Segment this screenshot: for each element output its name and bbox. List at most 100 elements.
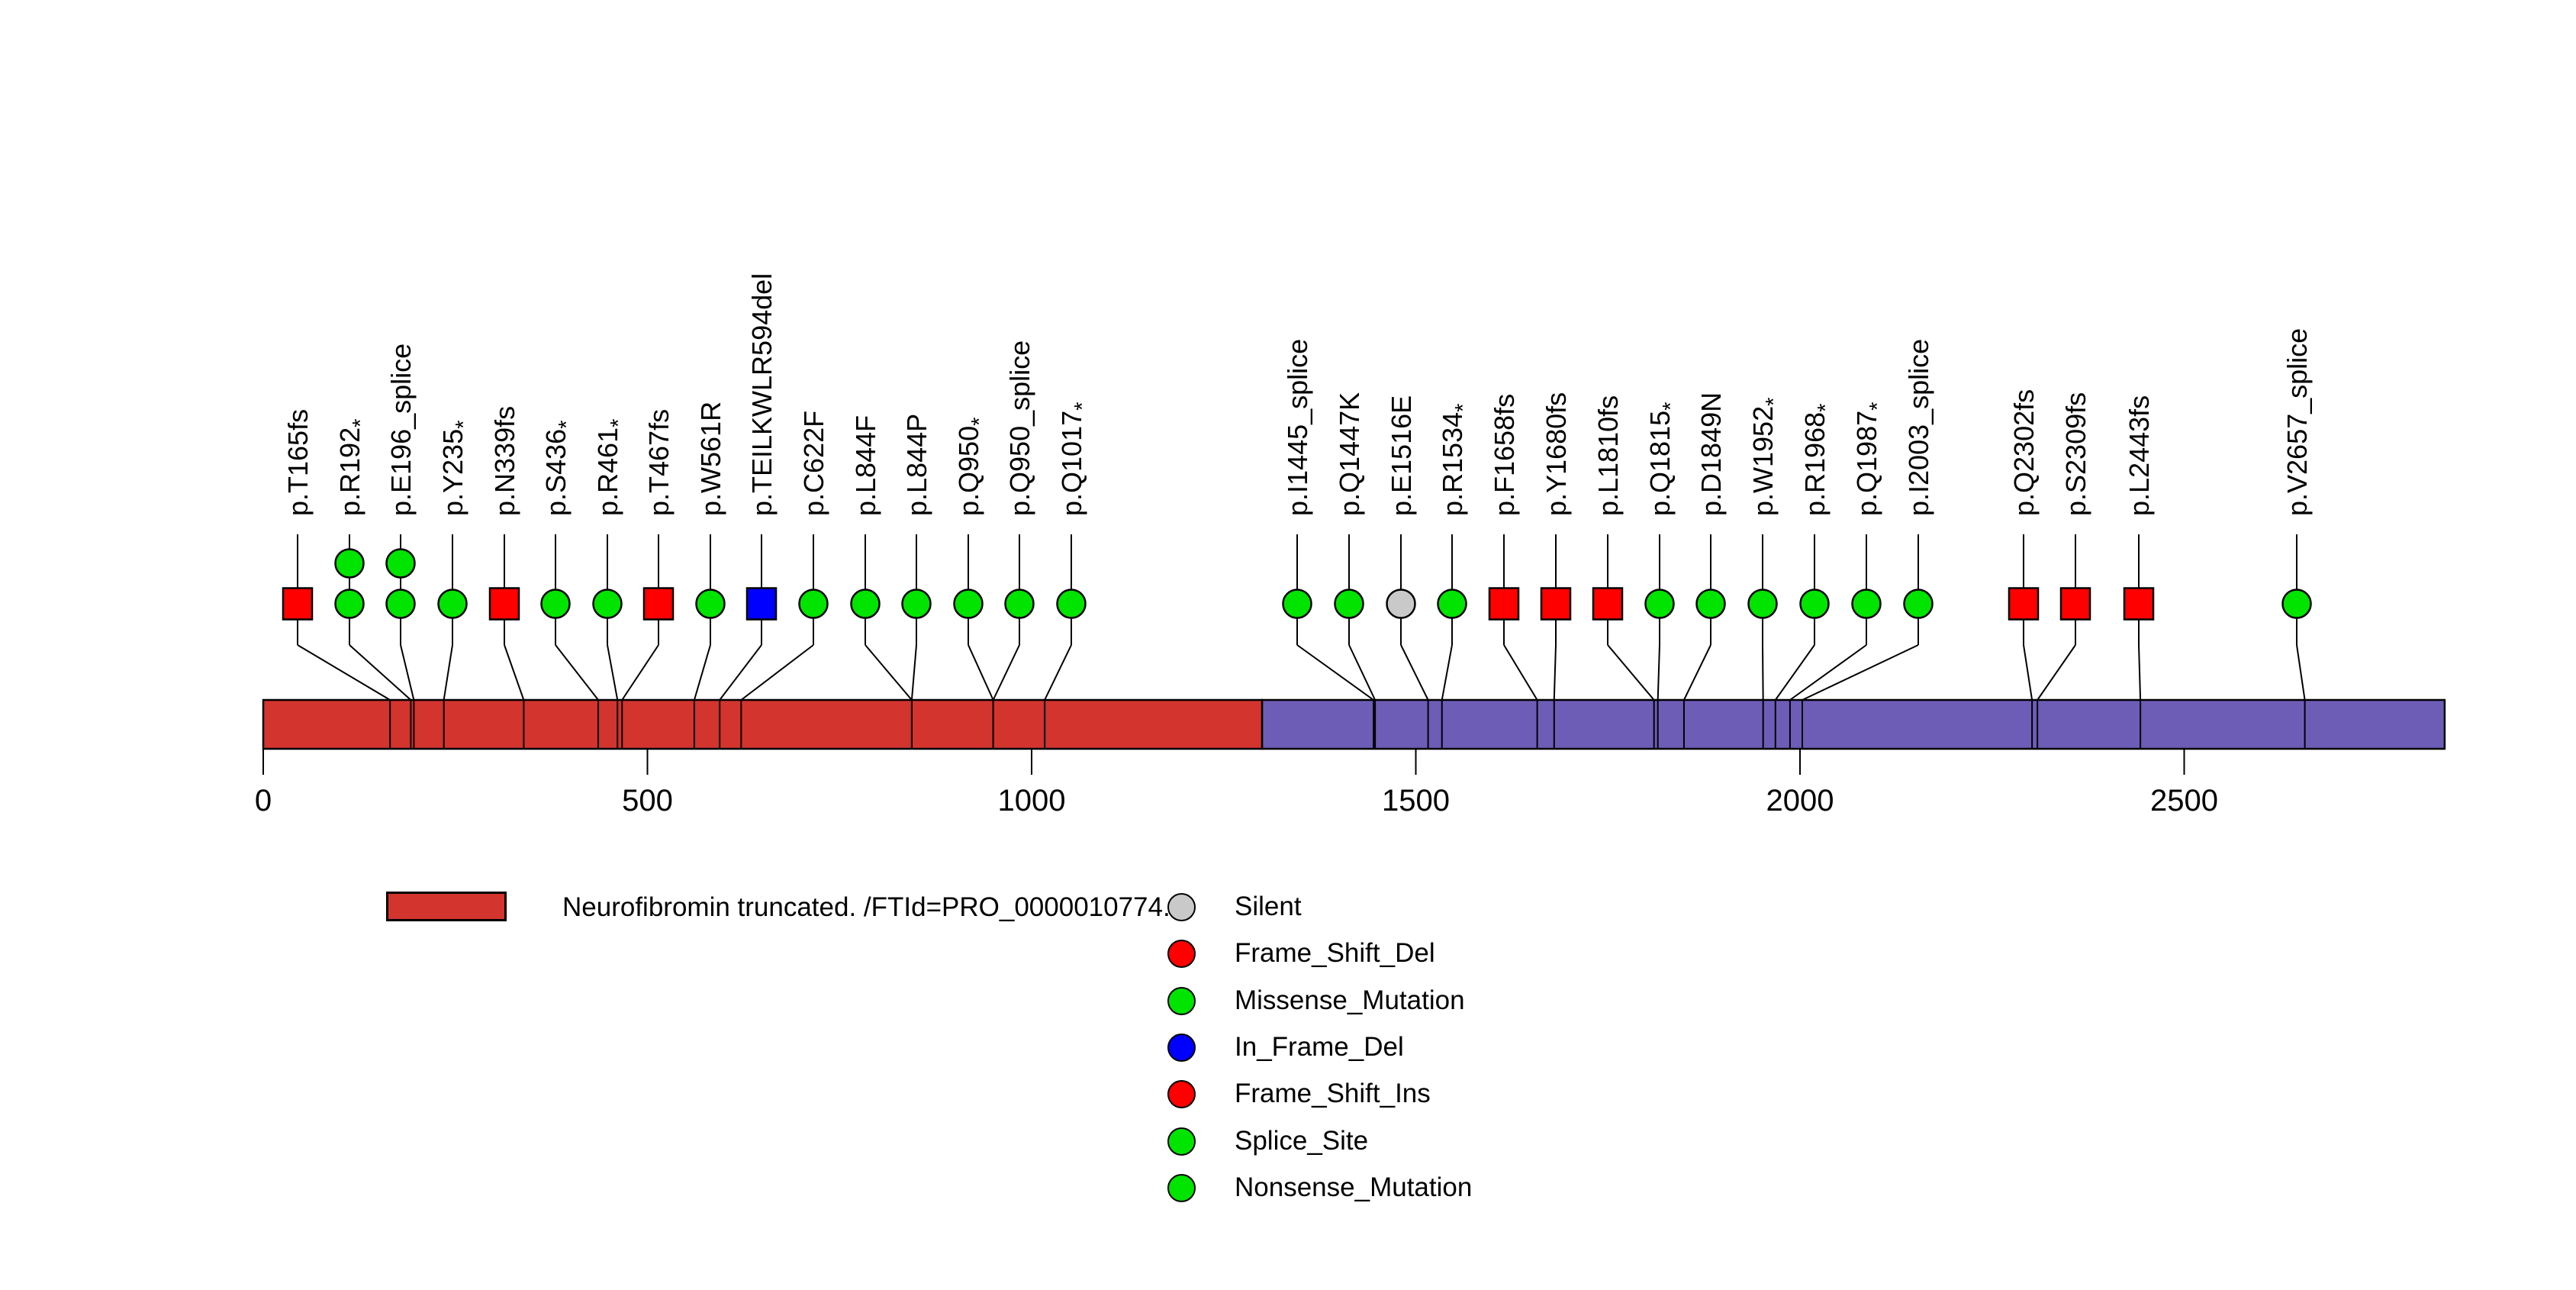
mutation-label-p.L844P: p.L844P	[901, 414, 932, 516]
mutation-marker-p.L844F	[850, 589, 881, 619]
legend-dot-Frame_Shift_Del	[1167, 939, 1196, 968]
mutation-marker-p.Q1815*	[1644, 589, 1675, 619]
mutation-label-p.V2657_splice: p.V2657_splice	[2281, 328, 2313, 516]
legend-label-Nonsense_Mutation: Nonsense_Mutation	[1235, 1172, 1473, 1202]
mutation-marker-p.I2003_splice	[1903, 589, 1934, 619]
connector-slant	[297, 644, 391, 701]
legend-dot-Frame_Shift_Ins	[1167, 1079, 1196, 1108]
mutation-label-p.S2309fs: p.S2309fs	[2060, 392, 2091, 516]
mutation-marker-p.Q1447K	[1334, 589, 1364, 619]
mutation-label-p.Q950*: p.Q950*	[953, 418, 992, 516]
mutation-label-p.R461*: p.R461*	[592, 419, 631, 516]
domain-legend-label: Neurofibromin truncated. /FTId=PRO_00000…	[562, 892, 1170, 922]
mutation-label-p.Y235*: p.Y235*	[437, 421, 476, 516]
mutation-marker-p.C622F	[798, 589, 829, 619]
mutation-marker-p.S2309fs	[2059, 587, 2091, 621]
mutation-marker-p.E196_splice	[385, 589, 416, 619]
mutation-marker-p.N339fs	[488, 587, 520, 621]
mutation-marker-p.TEILKWLR594del	[745, 587, 778, 621]
protein-domain-bar-0	[262, 698, 1264, 750]
mutation-marker-p.E1516E	[1386, 589, 1416, 619]
mutation-marker-p.Q950*	[953, 589, 984, 619]
legend-dot-Silent	[1167, 892, 1196, 921]
mutation-marker-p.R1968*	[1799, 589, 1830, 619]
mutation-label-p.Q1987*: p.Q1987*	[1851, 402, 1890, 516]
axis-tick-label-0: 0	[255, 784, 272, 818]
protein-domain-bar-1	[1261, 698, 2446, 750]
mutation-marker-p.F1658fs	[1488, 587, 1520, 621]
legend-label-Splice_Site: Splice_Site	[1235, 1126, 1369, 1156]
legend-label-Frame_Shift_Ins: Frame_Shift_Ins	[1235, 1079, 1431, 1108]
mutation-marker-p.Q950_splice	[1004, 589, 1035, 619]
mutation-marker-p.T165fs	[282, 587, 314, 621]
connector-slant	[2023, 644, 2033, 701]
mutation-marker-p.W1952*	[1747, 589, 1778, 619]
connector-slant	[910, 644, 917, 701]
legend-dot-Splice_Site	[1167, 1127, 1196, 1156]
legend-dot-Missense_Mutation	[1167, 986, 1196, 1015]
connector-slant	[621, 644, 659, 701]
mutation-label-p.I1445_splice: p.I1445_splice	[1282, 339, 1313, 516]
mutation-marker-p.Q1987*	[1851, 589, 1882, 619]
connector-slant	[400, 644, 415, 701]
connector-slant	[1296, 644, 1374, 701]
mutation-label-p.N339fs: p.N339fs	[489, 406, 520, 516]
connector-slant	[1044, 644, 1072, 701]
mutation-label-p.W561R: p.W561R	[695, 402, 726, 516]
mutation-label-p.T467fs: p.T467fs	[643, 409, 675, 516]
connector-slant	[443, 644, 453, 701]
mutation-marker-p.Y1680fs	[1540, 587, 1572, 621]
axis-tick-label-1000: 1000	[998, 784, 1066, 818]
axis-tick-label-2000: 2000	[1766, 784, 1834, 818]
axis-tick-label-500: 500	[622, 784, 673, 818]
legend-label-Frame_Shift_Del: Frame_Shift_Del	[1235, 938, 1435, 968]
mutation-label-p.I2003_splice: p.I2003_splice	[1903, 339, 1934, 516]
domain-color-swatch	[386, 892, 507, 921]
mutation-label-p.F1658fs: p.F1658fs	[1489, 394, 1520, 516]
legend-label-Missense_Mutation: Missense_Mutation	[1235, 985, 1465, 1015]
mutation-marker-p.I1445_splice	[1282, 589, 1312, 619]
connector-slant	[2037, 644, 2076, 701]
mutation-label-p.R1534*: p.R1534*	[1437, 404, 1476, 516]
mutation-label-p.E196_splice: p.E196_splice	[385, 343, 417, 516]
axis-tick-label-1500: 1500	[1382, 784, 1450, 818]
mutation-marker-p.R192*	[334, 589, 365, 619]
mutation-label-p.Q1017*: p.Q1017*	[1056, 402, 1095, 516]
mutation-marker-p.D1849N	[1695, 589, 1726, 619]
connector-slant	[1553, 644, 1557, 701]
connector-slant	[1441, 644, 1453, 701]
mutation-label-p.TEILKWLR594del: p.TEILKWLR594del	[746, 273, 778, 516]
mutation-label-p.Q1815*: p.Q1815*	[1644, 402, 1683, 516]
mutation-marker-p.S436*	[540, 589, 571, 619]
connector-slant	[968, 644, 994, 701]
connector-slant	[607, 644, 619, 701]
mutation-marker-p.Y235*	[437, 589, 468, 619]
mutation-marker-p.L2443fs	[2123, 587, 2155, 621]
connector-slant	[2296, 644, 2306, 701]
legend-dot-Nonsense_Mutation	[1167, 1173, 1196, 1202]
connector-slant	[1789, 644, 1867, 701]
mutation-label-p.Q950_splice: p.Q950_splice	[1004, 340, 1035, 516]
connector-slant	[1400, 644, 1429, 701]
mutation-marker-p.L844P	[901, 589, 932, 619]
connector-slant	[1802, 644, 1919, 701]
connector-slant	[349, 644, 412, 701]
mutation-marker-p.R461*	[592, 589, 623, 619]
connector-slant	[504, 644, 525, 701]
mutation-label-p.D1849N: p.D1849N	[1695, 392, 1727, 516]
connector-slant	[865, 644, 913, 701]
legend-dot-In_Frame_Del	[1167, 1033, 1196, 1062]
connector-slant	[1657, 644, 1660, 701]
mutation-label-p.Q1447K: p.Q1447K	[1334, 392, 1365, 516]
mutation-label-p.Q2302fs: p.Q2302fs	[2008, 389, 2040, 516]
mutation-marker-p.E196_splice	[385, 548, 416, 579]
mutation-marker-p.Q1017*	[1056, 589, 1087, 619]
mutation-marker-p.R1534*	[1437, 589, 1467, 619]
mutation-marker-p.W561R	[695, 589, 726, 619]
mutation-label-p.S436*: p.S436*	[540, 421, 579, 516]
connector-slant	[2138, 644, 2142, 701]
connector-slant	[555, 644, 599, 701]
mutation-label-p.R192*: p.R192*	[334, 419, 373, 516]
mutation-marker-p.V2657_splice	[2281, 589, 2312, 619]
